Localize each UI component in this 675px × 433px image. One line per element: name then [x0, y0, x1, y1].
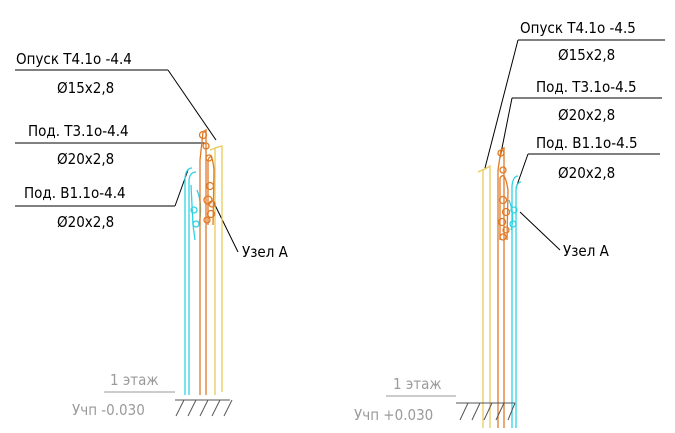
left-level-mark-value: Учп -0.030: [72, 401, 145, 419]
left-pipe-heating-supply: [198, 128, 216, 395]
left-callout-3-spec: Ø20х2,8: [57, 213, 114, 231]
left-level-mark: [104, 391, 233, 417]
left-riser-group: Опуск Т4.1о -4.4 Ø15х2,8 Под. Т3.1о-4.4 …: [15, 50, 289, 419]
right-callout-3-spec: Ø20х2,8: [558, 164, 615, 182]
right-callout-1-title: Опуск Т4.1о -4.5: [520, 19, 636, 37]
right-node-label: Узел А: [563, 242, 610, 260]
right-callout-1-spec: Ø15х2,8: [558, 46, 615, 64]
left-callout-2-spec: Ø20х2,8: [57, 150, 114, 168]
left-callout-1-spec: Ø15х2,8: [57, 79, 114, 97]
left-pipe-cold-water: [184, 167, 202, 395]
right-pipe-heating-return: [477, 164, 491, 428]
left-node-label: Узел А: [242, 243, 289, 261]
right-pipe-cold-water: [508, 175, 522, 428]
right-callout-2-spec: Ø20х2,8: [558, 106, 615, 124]
right-level-mark-value: Учп +0.030: [354, 406, 433, 424]
right-callout-2-title: Под. Т3.1о-4.5: [536, 78, 637, 96]
left-leader-lines: [15, 69, 239, 253]
right-level-mark: [386, 395, 516, 421]
left-callout-1-title: Опуск Т4.1о -4.4: [16, 50, 132, 68]
left-callout-3-title: Под. В1.1о-4.4: [24, 184, 126, 202]
right-leader-lines: [484, 39, 665, 251]
left-pipe-heating-return: [209, 145, 223, 395]
left-level-floor: 1 этаж: [110, 371, 159, 389]
right-riser-group: Опуск Т4.1о -4.5 Ø15х2,8 Под. Т3.1о-4.5 …: [354, 19, 665, 428]
right-callout-3-title: Под. В1.1о-4.5: [536, 134, 638, 152]
right-pipe-heating-supply: [497, 146, 511, 428]
left-callout-2-title: Под. Т3.1о-4.4: [28, 122, 129, 140]
right-level-floor: 1 этаж: [393, 375, 442, 393]
